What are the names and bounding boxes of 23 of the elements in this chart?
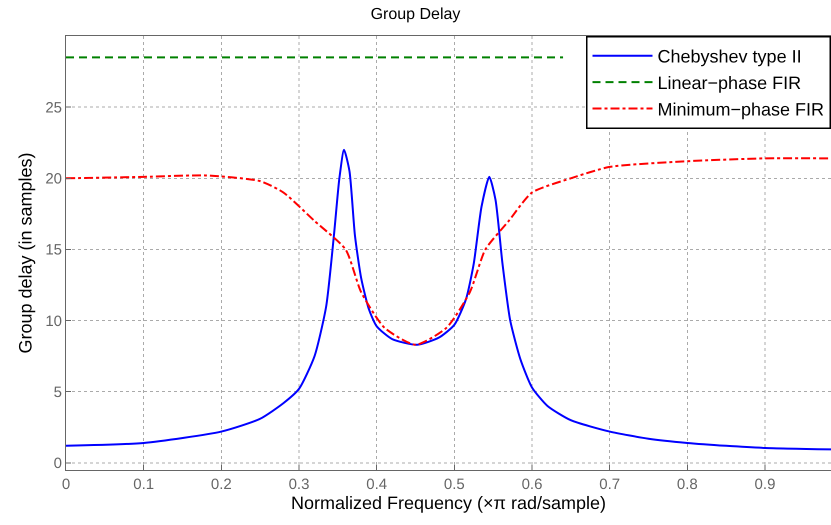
y-tick-label: 25	[45, 99, 62, 116]
x-tick-label: 0.2	[210, 476, 232, 493]
legend-label: Linear−phase FIR	[658, 73, 802, 94]
x-tick-label: 0.1	[133, 476, 154, 493]
y-tick-label: 5	[54, 384, 62, 401]
y-tick-label: 20	[45, 170, 62, 188]
x-tick-label: 0.3	[288, 476, 310, 493]
chart-title: Group Delay	[370, 6, 460, 24]
line-series	[66, 157, 831, 346]
x-tick-label: 0.6	[522, 476, 542, 493]
legend-label: Chebyshev type II	[658, 46, 802, 67]
y-axis-title: Group delay (in samples)	[16, 152, 36, 354]
legend-label: Minimum−phase FIR	[658, 100, 824, 120]
y-tick-label: 15	[45, 242, 62, 259]
x-tick-label: 0.8	[676, 476, 698, 493]
x-tick-label: 0.5	[444, 476, 465, 493]
y-tick-label: 0	[54, 455, 62, 472]
x-tick-label: 0.4	[366, 476, 388, 493]
x-tick-label: 0.7	[599, 476, 620, 493]
line-series	[66, 148, 831, 450]
y-tick-label: 10	[45, 312, 62, 330]
x-tick-label: 0.9	[754, 476, 776, 493]
x-axis-title: Normalized Frequency (×π rad/sample)	[290, 493, 606, 514]
